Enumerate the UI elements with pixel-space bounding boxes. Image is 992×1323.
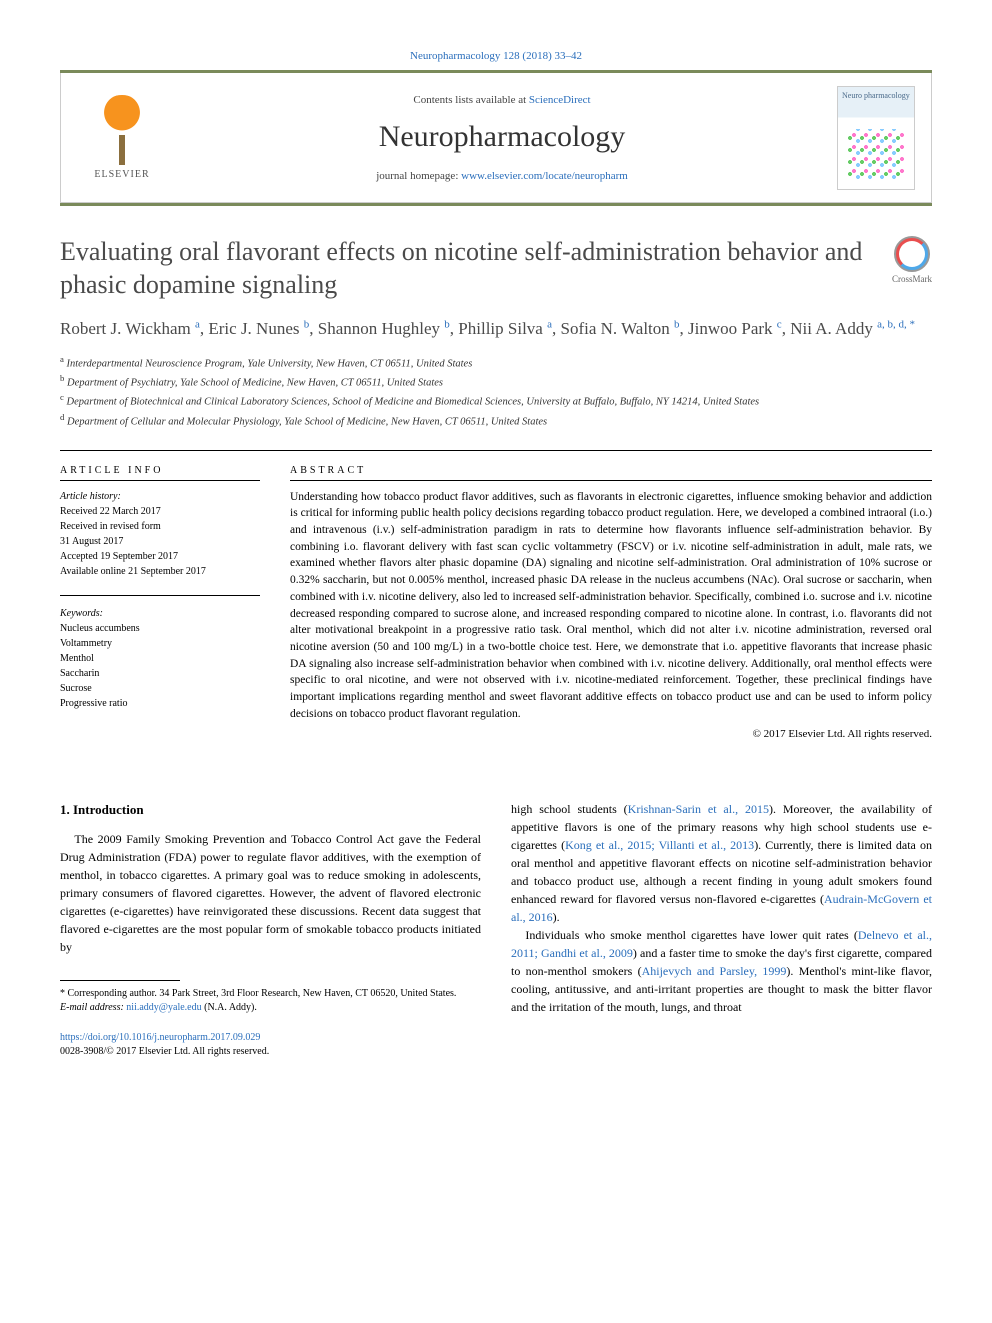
citation-link[interactable]: Ahijevych and Parsley, 1999 [642, 964, 787, 978]
crossmark-label: CrossMark [892, 274, 932, 284]
citation-link[interactable]: Krishnan-Sarin et al., 2015 [628, 802, 769, 816]
email-label: E-mail address: [60, 1002, 124, 1013]
history-line: Received in revised form [60, 519, 260, 534]
text-fragment: Individuals who smoke menthol cigarettes… [525, 928, 857, 942]
homepage-prefix: journal homepage: [376, 170, 461, 182]
intro-paragraph-2: Individuals who smoke menthol cigarettes… [511, 926, 932, 1016]
elsevier-tree-icon [92, 95, 152, 165]
history-line: Available online 21 September 2017 [60, 564, 260, 579]
issn-copyright-line: 0028-3908/© 2017 Elsevier Ltd. All right… [60, 1046, 269, 1057]
intro-paragraph-1-cont: high school students (Krishnan-Sarin et … [511, 800, 932, 926]
doi-link[interactable]: https://doi.org/10.1016/j.neuropharm.201… [60, 1032, 260, 1043]
affiliation-line: a Interdepartmental Neuroscience Program… [60, 353, 932, 372]
crossmark-icon [894, 236, 930, 272]
history-line: Received 22 March 2017 [60, 504, 260, 519]
publisher-logo-text: ELSEVIER [94, 169, 149, 180]
abstract-body: Understanding how tobacco product flavor… [290, 489, 932, 722]
doi-block: https://doi.org/10.1016/j.neuropharm.201… [60, 1031, 481, 1059]
keyword: Menthol [60, 651, 260, 666]
citation-line: Neuropharmacology 128 (2018) 33–42 [60, 50, 932, 62]
keyword: Progressive ratio [60, 696, 260, 711]
masthead: ELSEVIER Contents lists available at Sci… [60, 73, 932, 203]
history-line: Accepted 19 September 2017 [60, 549, 260, 564]
body-columns: 1. Introduction The 2009 Family Smoking … [60, 800, 932, 1059]
author-list: Robert J. Wickham a, Eric J. Nunes b, Sh… [60, 317, 932, 341]
keyword: Nucleus accumbens [60, 621, 260, 636]
column-left: 1. Introduction The 2009 Family Smoking … [60, 800, 481, 1059]
email-suffix: (N.A. Addy). [204, 1002, 257, 1013]
contents-prefix: Contents lists available at [413, 94, 528, 106]
journal-cover-thumbnail: Neuro pharmacology [837, 86, 915, 190]
journal-name: Neuropharmacology [167, 120, 837, 154]
abstract-copyright: © 2017 Elsevier Ltd. All rights reserved… [290, 728, 932, 740]
homepage-link[interactable]: www.elsevier.com/locate/neuropharm [461, 170, 628, 182]
keyword: Saccharin [60, 666, 260, 681]
homepage-line: journal homepage: www.elsevier.com/locat… [167, 170, 837, 182]
footnote-rule [60, 980, 180, 981]
keyword: Voltammetry [60, 636, 260, 651]
article-info-heading: ARTICLE INFO [60, 465, 260, 481]
cover-label: Neuro pharmacology [842, 91, 910, 100]
publisher-logo: ELSEVIER [77, 95, 167, 180]
affiliation-line: d Department of Cellular and Molecular P… [60, 411, 932, 430]
affiliation-line: c Department of Biotechnical and Clinica… [60, 391, 932, 410]
sciencedirect-link[interactable]: ScienceDirect [529, 94, 591, 106]
text-fragment: high school students ( [511, 802, 628, 816]
keyword: Sucrose [60, 681, 260, 696]
corresponding-email-link[interactable]: nii.addy@yale.edu [126, 1002, 201, 1013]
corresponding-author-note: * Corresponding author. 34 Park Street, … [60, 987, 481, 1001]
contents-lists-line: Contents lists available at ScienceDirec… [167, 94, 837, 106]
bottom-rule [60, 203, 932, 206]
affiliation-line: b Department of Psychiatry, Yale School … [60, 372, 932, 391]
article-title: Evaluating oral flavorant effects on nic… [60, 236, 872, 301]
crossmark-badge[interactable]: CrossMark [892, 236, 932, 284]
history-line: 31 August 2017 [60, 534, 260, 549]
text-fragment: ). [553, 910, 560, 924]
citation-link[interactable]: Kong et al., 2015; Villanti et al., 2013 [565, 838, 754, 852]
section-1-heading: 1. Introduction [60, 800, 481, 820]
history-label: Article history: [60, 489, 260, 504]
keywords-label: Keywords: [60, 606, 260, 621]
abstract-heading: ABSTRACT [290, 465, 932, 481]
intro-paragraph-1: The 2009 Family Smoking Prevention and T… [60, 830, 481, 956]
article-info-sidebar: ARTICLE INFO Article history: Received 2… [60, 465, 260, 740]
footnotes: * Corresponding author. 34 Park Street, … [60, 987, 481, 1015]
abstract-section: ABSTRACT Understanding how tobacco produ… [290, 465, 932, 740]
affiliations: a Interdepartmental Neuroscience Program… [60, 353, 932, 430]
column-right: high school students (Krishnan-Sarin et … [511, 800, 932, 1059]
